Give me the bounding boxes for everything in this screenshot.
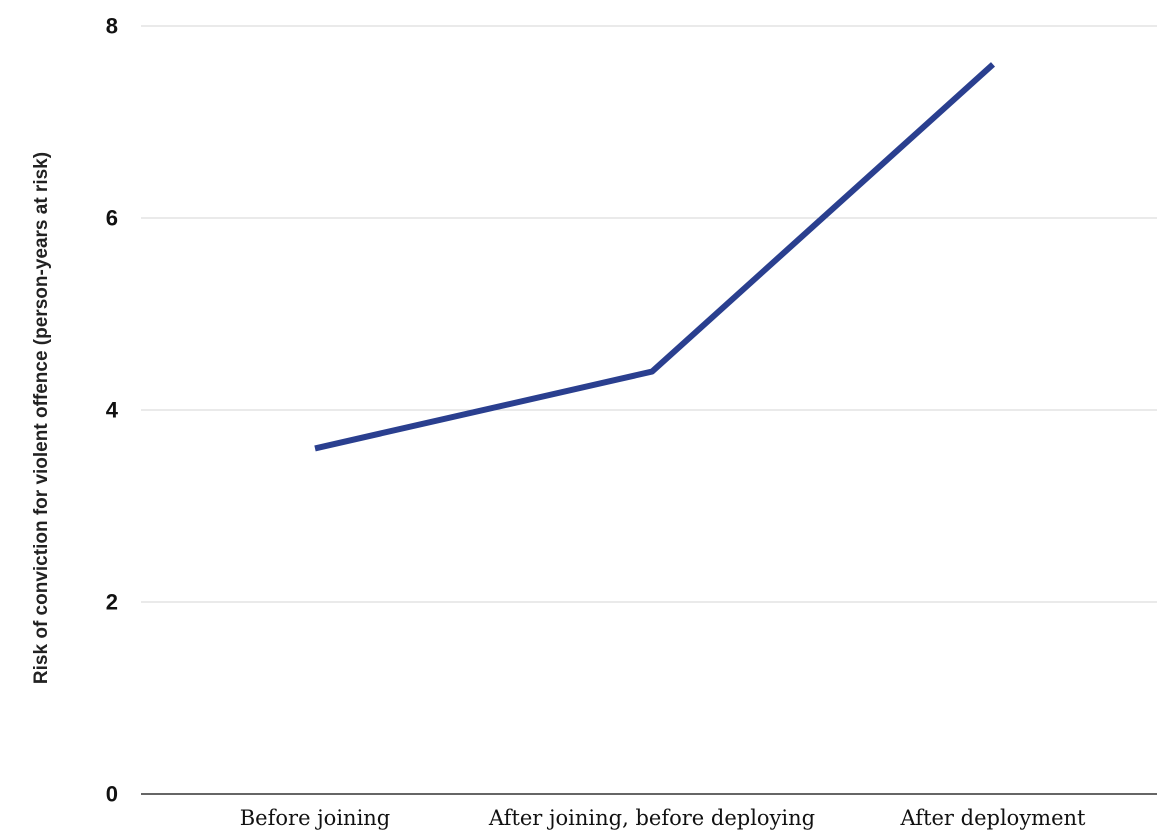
- y-tick-label: 6: [106, 206, 118, 231]
- series-group: [314, 62, 996, 452]
- x-axis-ticks: Before joining After joining, before depl…: [240, 806, 1086, 830]
- y-tick-label: 0: [106, 782, 118, 807]
- x-tick-label: After deployment: [900, 806, 1087, 830]
- x-tick-label: After joining, before deploying: [488, 806, 815, 830]
- series-line: [314, 62, 996, 452]
- y-tick-label: 2: [106, 590, 118, 615]
- y-tick-label: 4: [106, 398, 119, 423]
- x-tick-label: Before joining: [240, 806, 391, 830]
- y-axis-ticks: 0 2 4 6 8: [106, 14, 119, 807]
- y-axis-label: Risk of conviction for violent offence (…: [31, 152, 52, 684]
- gridlines: [141, 25, 1157, 795]
- y-tick-label: 8: [106, 14, 118, 39]
